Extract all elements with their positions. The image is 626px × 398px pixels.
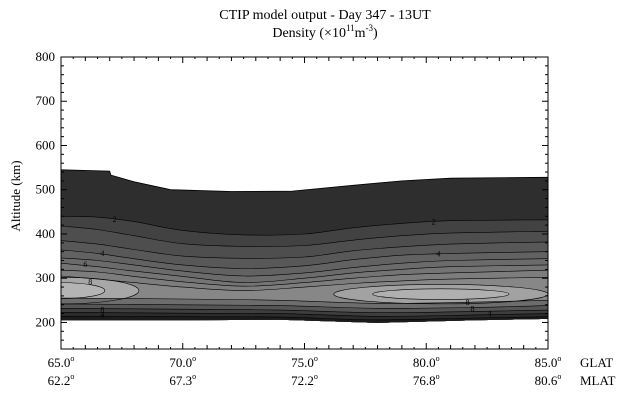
chart-title-group: CTIP model output - Day 347 - 13UT Densi… xyxy=(219,8,431,41)
degree-symbol: o xyxy=(314,354,318,363)
y-tick-label-700: 700 xyxy=(36,93,56,108)
lower-contour-line-4 xyxy=(61,312,548,317)
contour-label-2-2: 2 xyxy=(432,218,436,227)
degree-symbol: o xyxy=(557,354,561,363)
contour-lines-layer xyxy=(60,169,549,321)
y-tick-label-800: 800 xyxy=(36,49,56,64)
lower-contour-line-3 xyxy=(61,308,548,314)
plot-axes: 200 300 400 500 600 700 800 65.0o 62.2o 70.0o 67.3… xyxy=(36,49,616,388)
contour-line-level-3 xyxy=(61,240,548,259)
contour-label-2-1: 2 xyxy=(113,215,117,224)
contour-line-level-4 xyxy=(61,249,548,269)
x-tick-label-mlat-65: 62.2o xyxy=(48,372,75,388)
contour-line-level-5 xyxy=(61,257,548,277)
x-tick-label-glat-65: 65.0o xyxy=(48,354,75,370)
title-close-paren: ) xyxy=(373,26,378,41)
contour-line-level-7 xyxy=(61,269,548,287)
lower-contour-label-4-2: 4 xyxy=(488,310,492,319)
x-tick-label-mlat-70: 67.3o xyxy=(169,372,196,388)
density-maximum-contour-1 xyxy=(61,277,140,305)
lower-contour-line-1 xyxy=(61,297,548,304)
x-axis-name-glat: GLAT xyxy=(580,355,613,370)
lower-contour-line-5 xyxy=(61,316,548,321)
x-tick-label-glat-80: 80.0o xyxy=(413,354,440,370)
x-tick-label-mlat-85: 80.6o xyxy=(535,372,562,388)
chart-title-line1: CTIP model output - Day 347 - 13UT xyxy=(219,8,431,23)
lower-contour-label-4-1: 4 xyxy=(100,310,104,319)
density-maximum-region-4 xyxy=(372,288,510,300)
degree-symbol: o xyxy=(436,354,440,363)
x-axis-name-mlat: MLAT xyxy=(580,373,615,388)
chart-title-line2: Density (×1011m-3) xyxy=(272,23,378,41)
x-tick-label-mlat-80: 76.8o xyxy=(413,372,440,388)
x-tick-label-glat-75: 75.0o xyxy=(291,354,318,370)
contour-label-4-2: 4 xyxy=(436,249,440,258)
title-density-prefix: Density (×10 xyxy=(272,26,346,41)
clipped-lines-group xyxy=(61,216,548,321)
title-exponent-11: 11 xyxy=(346,23,355,33)
contour-line-level-2 xyxy=(61,225,548,247)
y-tick-label-400: 400 xyxy=(36,226,56,241)
lower-contour-line-2 xyxy=(61,303,548,309)
degree-symbol: o xyxy=(70,372,74,381)
y-tick-label-500: 500 xyxy=(36,182,56,197)
degree-symbol: o xyxy=(70,354,74,363)
contour-label-8-2: 8 xyxy=(466,298,470,307)
density-maximum-region-2 xyxy=(61,282,105,299)
contour-line-level-8 xyxy=(61,275,548,291)
lower-contour-label-3-2: 8 xyxy=(471,304,475,313)
degree-symbol: o xyxy=(436,372,440,381)
contour-label-8-1: 8 xyxy=(88,277,92,286)
y-tick-label-600: 600 xyxy=(36,137,56,152)
y-tick-label-300: 300 xyxy=(36,270,56,285)
x-tick-label-glat-85: 85.0o xyxy=(535,354,562,370)
degree-symbol: o xyxy=(192,372,196,381)
degree-symbol: o xyxy=(557,372,561,381)
title-exponent-minus3: -3 xyxy=(366,23,374,33)
y-tick-label-200: 200 xyxy=(36,314,56,329)
y-axis-label: Altitude (km) xyxy=(8,160,23,231)
upper-boundary-line xyxy=(60,169,549,192)
density-maximum-contour-4 xyxy=(372,288,510,300)
x-tick-label-mlat-75: 72.2o xyxy=(291,372,318,388)
x-tick-label-glat-70: 70.0o xyxy=(169,354,196,370)
degree-symbol: o xyxy=(192,354,196,363)
contour-line-level-1 xyxy=(61,216,548,236)
contour-label-6-1: 6 xyxy=(83,260,87,269)
degree-symbol: o xyxy=(314,372,318,381)
lower-contour-label-3-1: 8 xyxy=(100,306,104,315)
contour-label-4-1: 4 xyxy=(100,249,104,258)
density-maximum-contour-2 xyxy=(61,282,106,299)
contour-line-level-6 xyxy=(61,262,548,283)
title-unit-m: m xyxy=(355,26,366,41)
density-maximum-region-1 xyxy=(61,277,139,304)
